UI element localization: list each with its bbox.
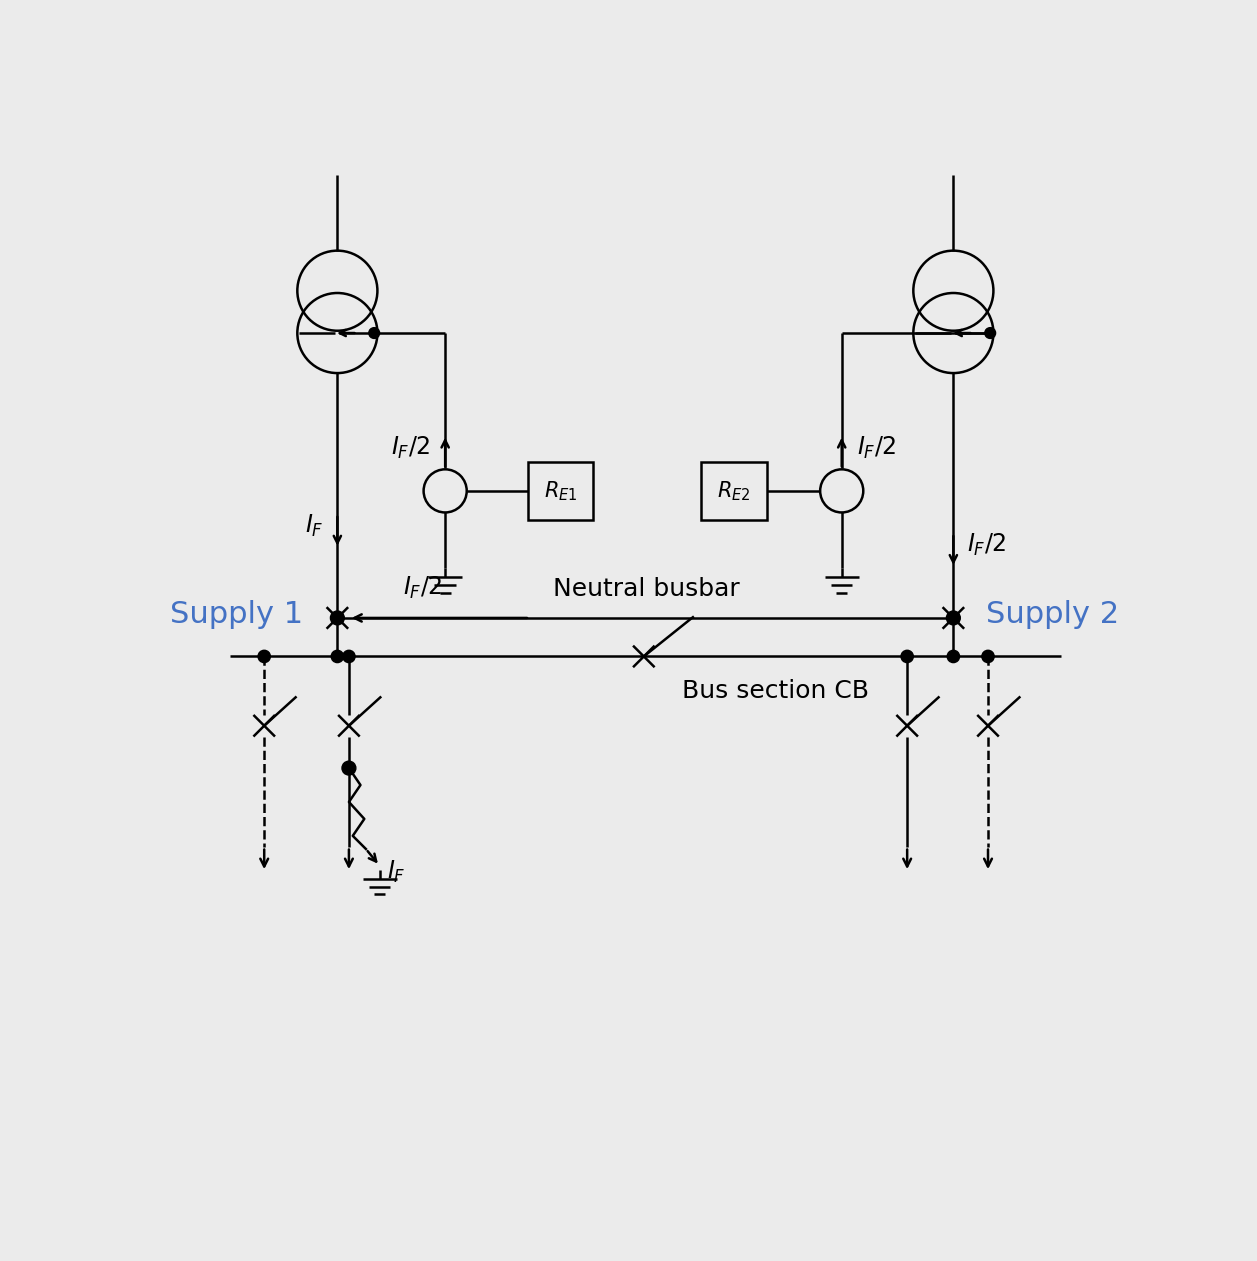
Circle shape (331, 612, 344, 625)
Circle shape (342, 762, 356, 776)
Bar (528, 462, 593, 520)
Text: $I_F/2$: $I_F/2$ (402, 575, 441, 601)
Text: $I_F/2$: $I_F/2$ (391, 435, 430, 460)
Circle shape (901, 651, 914, 662)
Circle shape (368, 328, 380, 338)
Text: Supply 2: Supply 2 (985, 599, 1119, 628)
Text: $I_F$: $I_F$ (305, 512, 323, 538)
Circle shape (948, 651, 959, 662)
Circle shape (258, 651, 270, 662)
Circle shape (331, 651, 343, 662)
Text: $R_{E2}$: $R_{E2}$ (716, 479, 750, 503)
Text: $R_{E1}$: $R_{E1}$ (544, 479, 577, 503)
Text: $I_F/2$: $I_F/2$ (857, 435, 896, 460)
Circle shape (343, 651, 354, 662)
Circle shape (984, 328, 996, 338)
Circle shape (982, 651, 994, 662)
Text: $I_F/2$: $I_F/2$ (967, 532, 1006, 557)
Bar (701, 462, 767, 520)
Text: Bus section CB: Bus section CB (683, 680, 870, 704)
Text: Supply 1: Supply 1 (170, 599, 303, 628)
Circle shape (947, 612, 960, 625)
Text: $I_F$: $I_F$ (387, 859, 406, 885)
Text: Neutral busbar: Neutral busbar (553, 578, 739, 601)
